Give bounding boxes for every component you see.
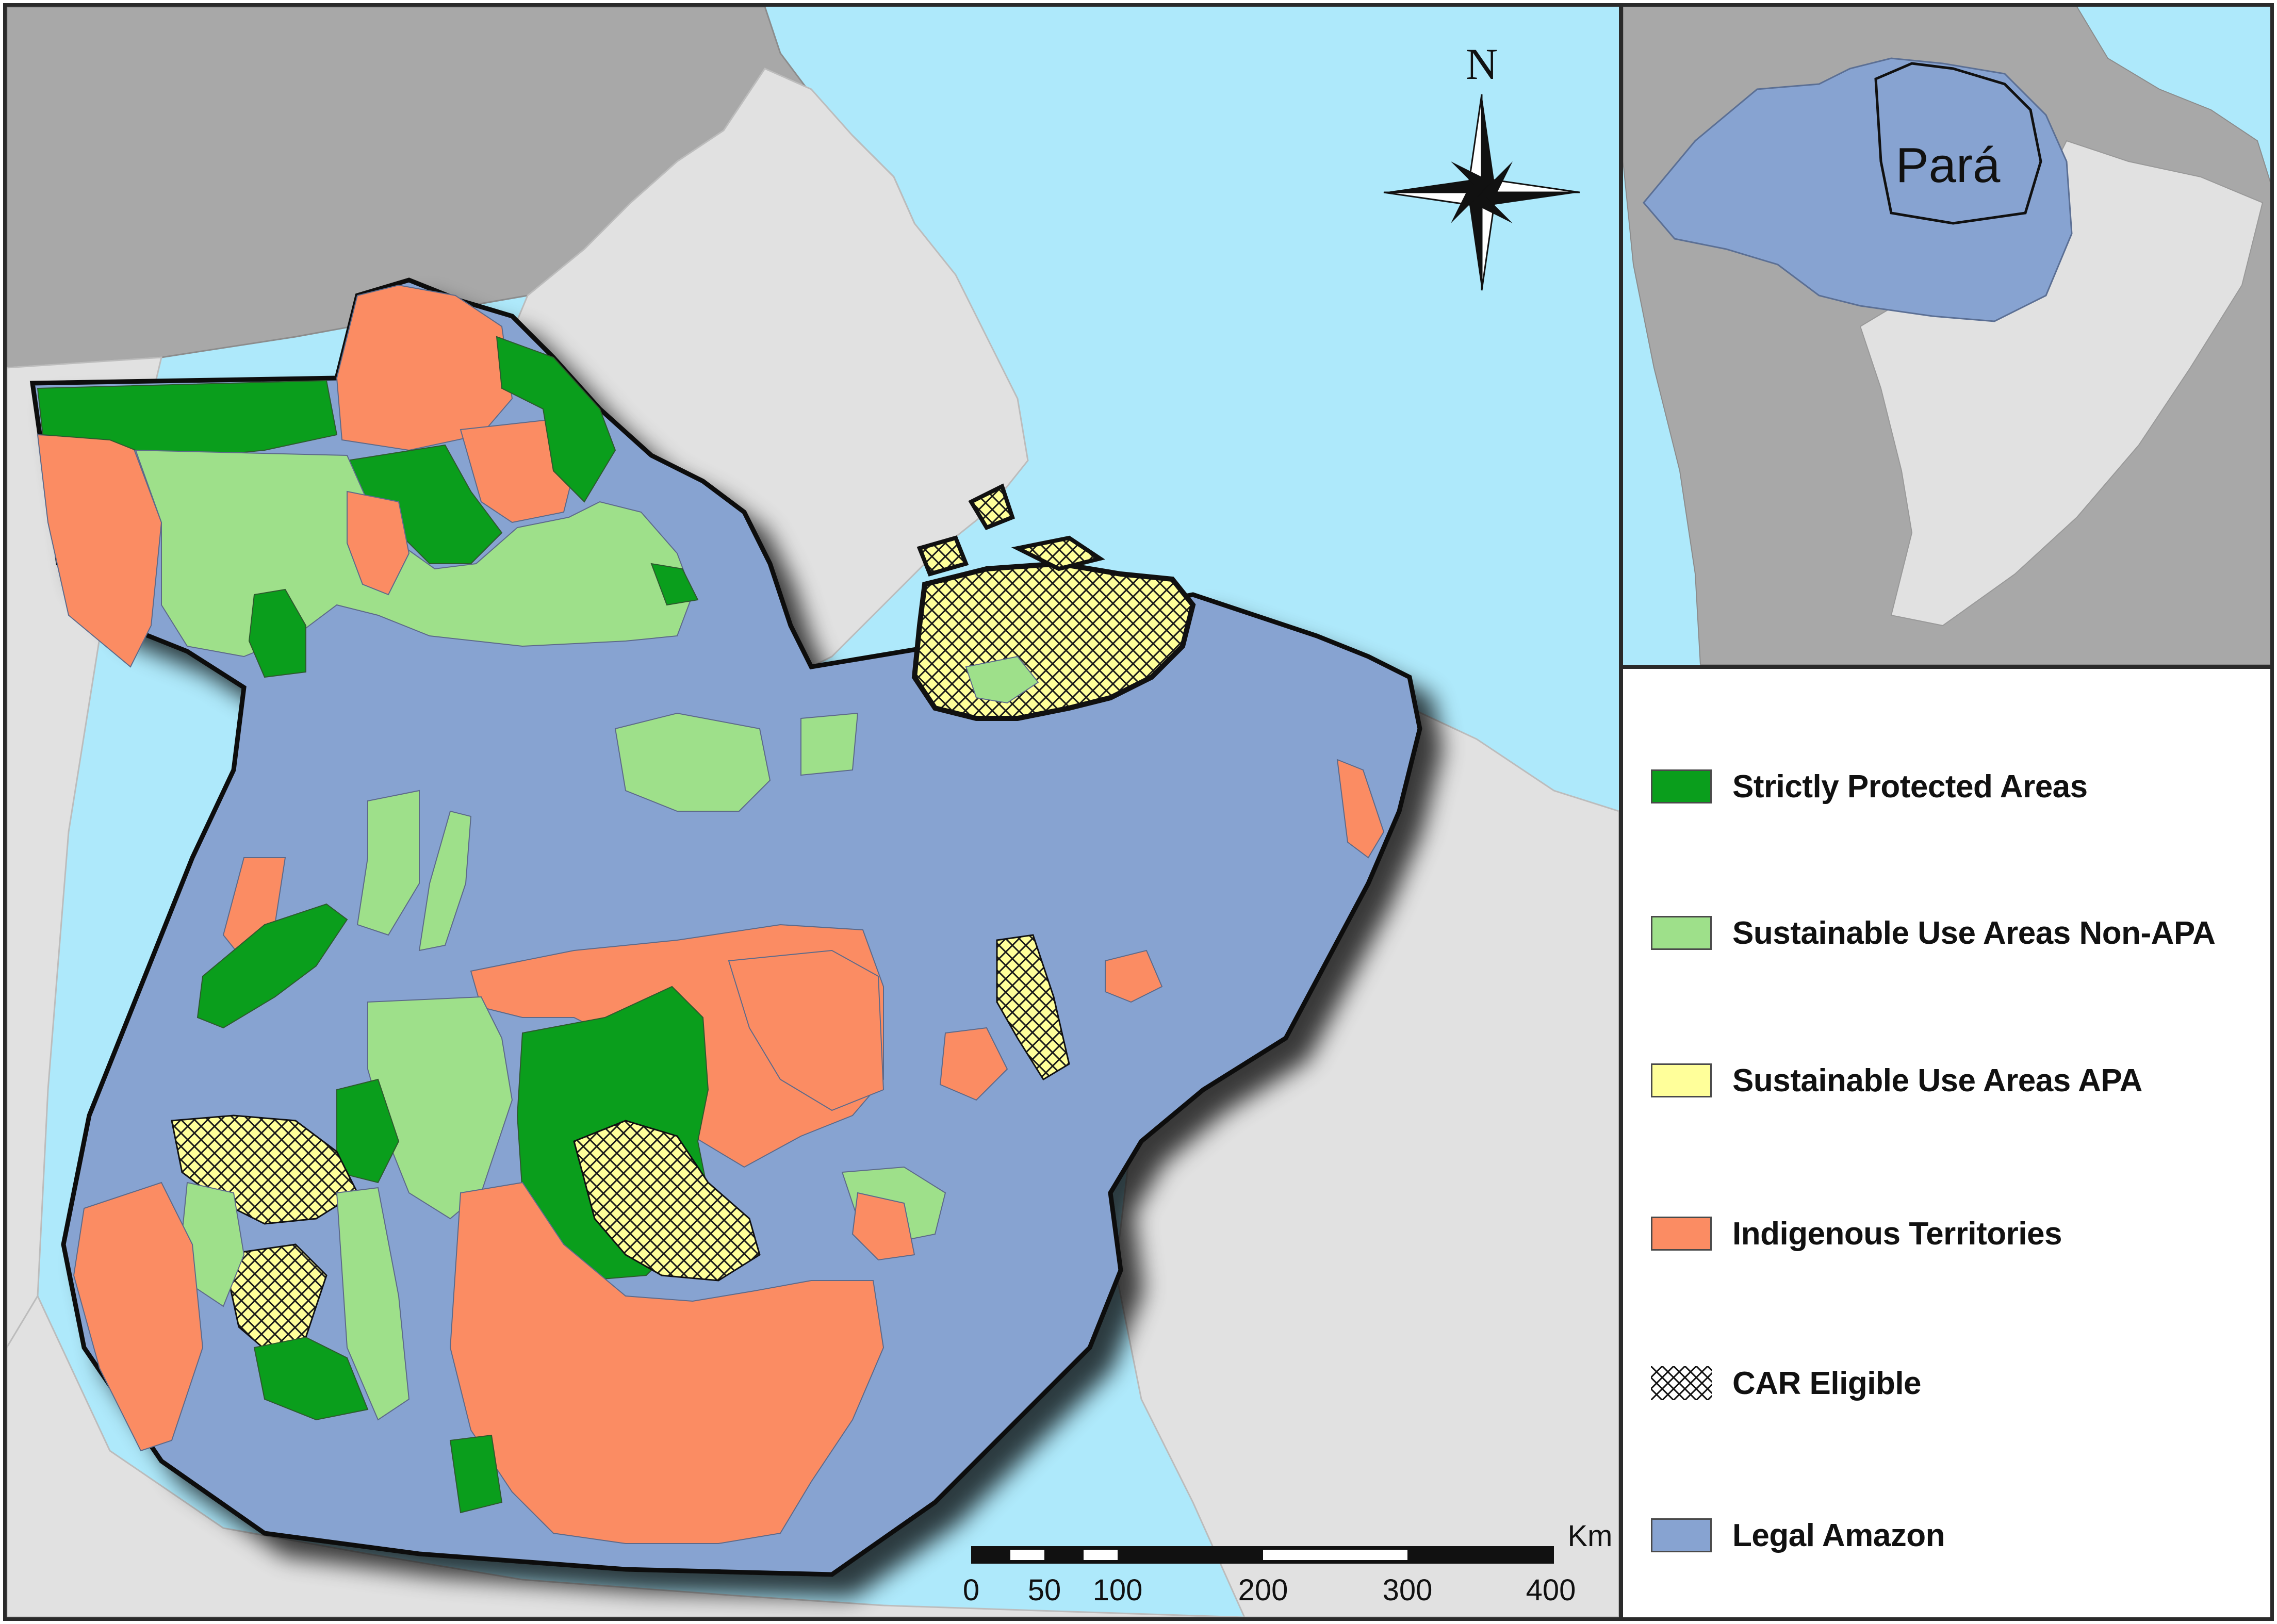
indigenous-east-3 (1105, 949, 1163, 1003)
scale-tick-200: 200 (1238, 1573, 1288, 1607)
indigenous-northwest (37, 434, 162, 668)
scale-tick-50: 50 (1028, 1573, 1061, 1607)
marajo-islet-1 (968, 483, 1015, 530)
legend-item-car-eligible: CAR Eligible (1651, 1355, 1922, 1412)
legend-label-strict: Strictly Protected Areas (1732, 768, 2088, 805)
sustainable-south-1 (336, 1187, 410, 1421)
legend-swatch-strict (1651, 769, 1712, 803)
legend-swatch-car-eligible (1651, 1366, 1712, 1400)
legend-item-sustainable-non-apa: Sustainable Use Areas Non-APA (1651, 905, 2216, 961)
marajo-islet-2 (916, 535, 969, 577)
legend-label-sustainable-non-apa: Sustainable Use Areas Non-APA (1732, 915, 2216, 951)
legend-item-strict: Strictly Protected Areas (1651, 758, 2088, 815)
indigenous-southwest (73, 1182, 204, 1452)
indigenous-south-big (449, 1182, 884, 1544)
car-eligible-center (573, 1120, 761, 1282)
legend-swatch-sustainable-apa (1651, 1063, 1712, 1097)
sustainable-marajo (965, 655, 1039, 704)
inset-map: Pará (1619, 3, 2274, 668)
indigenous-northeast-strip (1336, 759, 1385, 859)
scale-tick-0: 0 (963, 1573, 979, 1607)
strict-west-2 (196, 903, 348, 1029)
legend-swatch-sustainable-non-apa (1651, 916, 1712, 950)
legend-item-sustainable-apa: Sustainable Use Areas APA (1651, 1052, 2142, 1109)
inset-label-para: Pará (1896, 138, 2001, 193)
indigenous-north-mid (347, 490, 410, 596)
legend-label-legal-amazon: Legal Amazon (1732, 1517, 1945, 1553)
main-map-svg: N 0 50 100 200 300 400 Km (7, 7, 1619, 1617)
legend-label-indigenous: Indigenous Territories (1732, 1216, 2062, 1252)
scale-bar: 0 50 100 200 300 400 Km (963, 1519, 1613, 1607)
legend-item-indigenous: Indigenous Territories (1651, 1205, 2062, 1262)
legend: Strictly Protected Areas Sustainable Use… (1619, 665, 2274, 1621)
strict-south (449, 1434, 503, 1514)
legend-item-legal-amazon: Legal Amazon (1651, 1507, 1945, 1564)
scale-tick-300: 300 (1383, 1573, 1433, 1607)
indigenous-east-1 (728, 949, 884, 1111)
scale-tick-400: 400 (1526, 1573, 1576, 1607)
sustainable-center-2 (800, 712, 859, 776)
strict-north-east-small (650, 563, 699, 606)
scale-unit: Km (1568, 1519, 1613, 1553)
strict-north-small (248, 588, 306, 678)
sustainable-west-2 (418, 810, 472, 952)
legend-swatch-legal-amazon (1651, 1518, 1712, 1552)
strict-north-right (496, 336, 616, 503)
sustainable-center-1 (614, 712, 771, 812)
legend-swatch-indigenous (1651, 1217, 1712, 1251)
scale-tick-100: 100 (1093, 1573, 1143, 1607)
sustainable-west-1 (356, 790, 420, 936)
marajo-islet-3 (1011, 535, 1105, 571)
legend-label-car-eligible: CAR Eligible (1732, 1365, 1922, 1401)
north-label: N (1466, 39, 1498, 89)
compass-rose-icon (1383, 94, 1580, 291)
inset-map-svg: Pará (1623, 7, 2270, 665)
car-eligible-east (996, 934, 1070, 1081)
indigenous-east-2 (939, 1027, 1008, 1101)
land-light-south (7, 1294, 1245, 1617)
legend-label-sustainable-apa: Sustainable Use Areas APA (1732, 1062, 2142, 1098)
main-map: N 0 50 100 200 300 400 Km (3, 3, 1623, 1621)
inset-para (1874, 62, 2042, 225)
indigenous-east-4 (851, 1192, 915, 1261)
strict-southwest (253, 1336, 369, 1421)
